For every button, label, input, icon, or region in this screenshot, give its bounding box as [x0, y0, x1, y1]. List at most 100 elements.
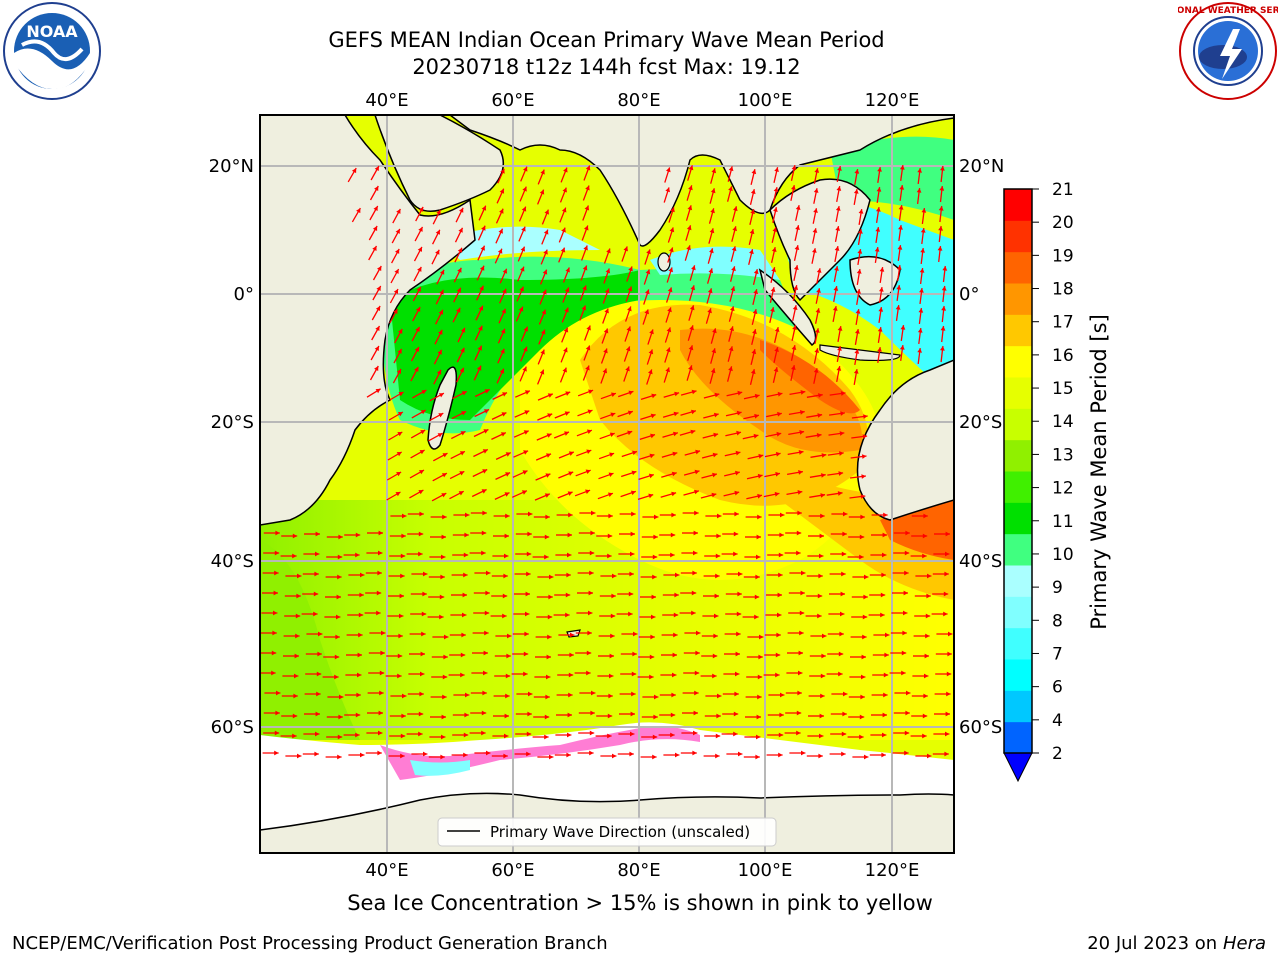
wave-arrow-head: [414, 366, 419, 372]
wave-arrow-head: [673, 612, 679, 618]
wave-arrow-head: [884, 652, 889, 658]
wave-arrow-head: [717, 693, 722, 699]
wave-arrow-head: [650, 413, 656, 419]
wave-arrow-head: [855, 329, 860, 334]
wave-arrow-head: [795, 205, 801, 210]
wave-arrow-head: [801, 570, 806, 576]
wave-arrow-head: [651, 614, 656, 620]
wave-arrow-head: [733, 531, 739, 537]
wave-arrow-head: [544, 534, 550, 540]
wave-arrow-head: [376, 610, 381, 616]
wave-arrow-head: [586, 670, 591, 676]
wave-arrow-head: [925, 613, 931, 619]
wave-arrow-head: [544, 554, 549, 560]
wave-arrow-head: [546, 654, 551, 660]
wave-arrow-head: [924, 653, 929, 659]
wave-arrow-head: [757, 674, 763, 680]
wave-arrow-head: [460, 672, 465, 678]
wave-arrow-head: [607, 713, 613, 719]
wave-arrow-head: [435, 249, 440, 255]
wave-arrow-head: [674, 391, 680, 397]
wave-arrow-head: [882, 552, 887, 558]
wave-arrow-head: [482, 510, 487, 516]
wave-arrow-head: [292, 533, 298, 539]
wave-arrow-head: [500, 328, 506, 334]
wave-arrow-head: [857, 249, 863, 254]
wave-arrow-head: [770, 307, 775, 312]
wave-arrow-head: [397, 348, 402, 354]
wave-arrow-head: [378, 710, 383, 716]
wave-arrow-head: [336, 614, 341, 620]
wave-arrow-head: [523, 346, 528, 352]
wave-arrow-head: [585, 489, 591, 494]
wave-arrow-head: [778, 732, 784, 738]
wave-arrow-head: [686, 225, 692, 231]
wave-arrow-head: [417, 266, 422, 272]
wave-arrow-head: [631, 470, 637, 476]
colorbar-tick-label: 10: [1052, 545, 1074, 565]
wave-arrow-head: [842, 711, 847, 717]
wave-arrow-head: [669, 247, 674, 253]
wave-arrow-head: [800, 390, 806, 395]
wave-arrow-head: [524, 631, 529, 637]
wave-arrow-head: [548, 594, 553, 600]
lat-label-right-40s: 40°S: [959, 551, 1002, 572]
wave-arrow-head: [653, 714, 658, 720]
wave-arrow-head: [588, 590, 593, 596]
wave-arrow-head: [502, 613, 507, 619]
wave-arrow-head: [315, 531, 320, 537]
wave-arrow-head: [610, 613, 616, 619]
lat-label-left-20s: 20°S: [211, 412, 254, 433]
wave-arrow-head: [543, 229, 549, 235]
wave-arrow-head: [396, 452, 402, 457]
wave-arrow-head: [818, 753, 823, 759]
wave-arrow-head: [899, 345, 905, 350]
wave-arrow-head: [376, 590, 382, 596]
wave-arrow-head: [379, 690, 384, 696]
wave-arrow-head: [440, 754, 445, 760]
wave-arrow-head: [441, 473, 447, 478]
wave-arrow-head: [609, 452, 615, 457]
wave-arrow-head: [796, 730, 801, 736]
wave-arrow-head: [547, 634, 552, 640]
wave-arrow-head: [895, 305, 901, 310]
wave-arrow-head: [629, 571, 634, 577]
wave-arrow-head: [562, 367, 567, 373]
wave-arrow-head: [292, 733, 297, 739]
wave-arrow-head: [603, 328, 609, 334]
wave-arrow-head: [738, 751, 743, 757]
colorbar-tick-label: 16: [1052, 346, 1074, 366]
wave-arrow-head: [588, 389, 594, 394]
wave-arrow-head: [377, 266, 382, 271]
nws-logo-text: NATIONAL WEATHER SERVICE: [1178, 6, 1278, 16]
wave-arrow-head: [713, 633, 718, 639]
wave-arrow-head: [945, 551, 950, 557]
wave-arrow-head: [818, 393, 823, 398]
wave-arrow-head: [821, 473, 826, 478]
wave-arrow-head: [711, 348, 717, 354]
wave-arrow-head: [402, 693, 407, 699]
wave-arrow-head: [560, 247, 566, 253]
colorbar-segment: [1004, 690, 1032, 723]
wave-arrow-head: [749, 249, 754, 255]
wave-arrow-head: [565, 391, 571, 396]
wave-arrow-head: [377, 750, 382, 756]
wave-arrow-head: [669, 227, 675, 233]
wave-arrow-head: [355, 532, 361, 538]
wave-arrow-head: [521, 490, 527, 495]
wave-arrow-head: [859, 534, 865, 540]
wave-arrow-head: [463, 572, 468, 578]
wave-arrow-head: [421, 390, 427, 395]
wave-arrow-head: [778, 552, 784, 558]
wave-arrow-head: [588, 610, 593, 616]
wave-arrow-head: [590, 530, 595, 536]
wave-arrow-head: [628, 591, 634, 597]
wave-arrow-head: [860, 494, 866, 499]
wave-arrow-head: [777, 391, 783, 397]
wave-arrow-head: [717, 513, 722, 519]
wave-arrow-head: [481, 710, 487, 716]
wave-arrow-head: [314, 751, 319, 757]
wave-arrow-head: [714, 593, 719, 599]
wave-arrow-head: [626, 326, 631, 332]
wave-arrow-head: [507, 633, 512, 639]
